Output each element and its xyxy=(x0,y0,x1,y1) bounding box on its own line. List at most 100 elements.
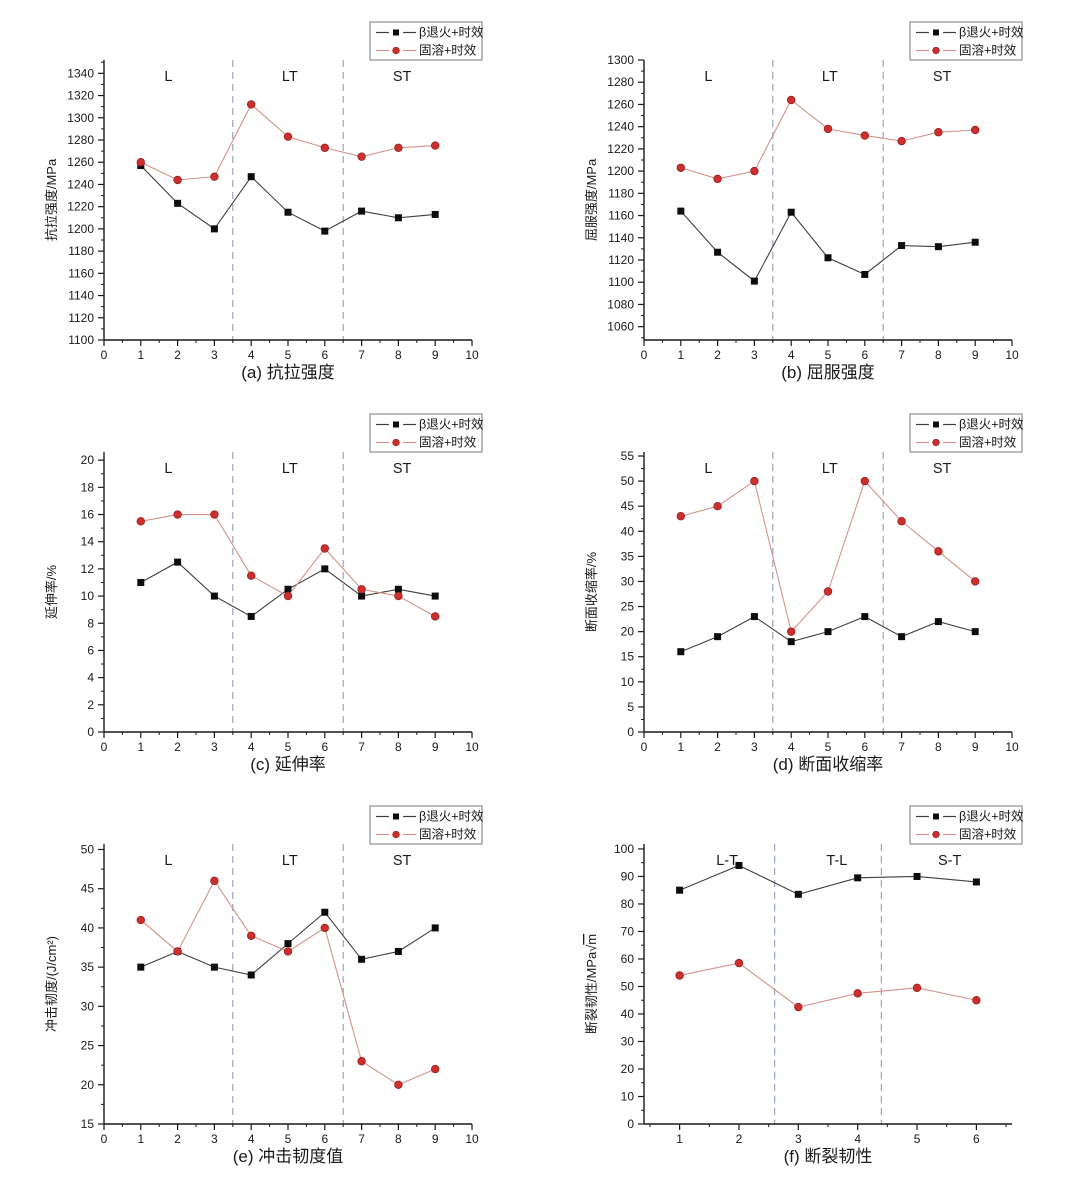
circle-marker xyxy=(786,95,796,105)
x-tick-label: 1 xyxy=(677,740,684,754)
y-tick-label: 2 xyxy=(87,698,94,712)
x-tick-label: 0 xyxy=(101,740,108,754)
y-axis-title: 抗拉强度/MPa xyxy=(44,158,59,241)
series-line xyxy=(680,99,976,180)
square-marker xyxy=(972,878,980,886)
y-tick-label: 1340 xyxy=(67,66,94,80)
circle-marker xyxy=(431,612,440,621)
y-tick-label: 1100 xyxy=(68,333,94,347)
region-label: S-T xyxy=(938,853,962,869)
y-tick-label: 14 xyxy=(81,535,95,549)
y-axis-title: 屈服强度/MPa xyxy=(584,158,599,241)
legend-box xyxy=(909,805,1023,845)
x-tick-label: 9 xyxy=(972,348,979,362)
y-tick-label: 40 xyxy=(621,524,635,538)
x-tick-label: 7 xyxy=(898,740,905,754)
square-marker xyxy=(247,173,255,181)
y-tick-label: 1160 xyxy=(608,209,634,223)
square-marker xyxy=(174,199,182,207)
chart-caption: (d) 断面收缩率 xyxy=(773,755,884,774)
x-tick-label: 9 xyxy=(432,1132,439,1146)
region-label: L xyxy=(704,69,712,85)
legend-box xyxy=(909,413,1023,453)
x-tick-label: 0 xyxy=(641,740,648,754)
circle-marker xyxy=(210,172,219,181)
legend-label: 固溶+时效 xyxy=(419,43,477,58)
square-marker xyxy=(824,254,832,262)
square-marker xyxy=(824,628,832,636)
circle-marker xyxy=(283,132,293,141)
series-line xyxy=(680,210,976,282)
region-label: L xyxy=(164,69,172,85)
y-tick-label: 1140 xyxy=(68,289,94,303)
circle-marker xyxy=(823,124,833,134)
square-marker xyxy=(321,908,329,916)
circle-marker xyxy=(394,143,403,152)
circle-marker xyxy=(823,587,833,596)
circle-marker xyxy=(394,591,403,601)
series-beta-anneal-aging xyxy=(137,558,439,620)
y-tick-label: 1180 xyxy=(608,186,634,200)
circle-marker xyxy=(794,1002,803,1012)
x-tick-label: 5 xyxy=(914,1132,921,1146)
y-tick-label: 1260 xyxy=(67,155,94,169)
legend-box xyxy=(369,413,483,453)
legend-box xyxy=(909,21,1023,61)
circle-marker xyxy=(853,989,862,998)
region-label: LT xyxy=(822,69,838,85)
circle-marker xyxy=(431,1064,440,1074)
x-tick-label: 9 xyxy=(972,740,979,754)
y-tick-label: 1220 xyxy=(67,200,94,214)
x-tick-label: 8 xyxy=(935,348,942,362)
region-label: ST xyxy=(393,853,412,869)
square-marker xyxy=(431,210,439,218)
legend-label: β退火+时效 xyxy=(959,25,1024,40)
x-tick-label: 2 xyxy=(736,1132,743,1146)
y-tick-label: 20 xyxy=(621,625,635,639)
series-line xyxy=(140,165,436,232)
x-tick-label: 9 xyxy=(432,348,439,362)
y-tick-label: 0 xyxy=(627,1117,634,1131)
square-marker xyxy=(898,633,906,641)
circle-marker xyxy=(786,627,796,636)
square-marker xyxy=(787,208,795,216)
series-solution-aging xyxy=(675,958,981,1012)
x-tick-label: 3 xyxy=(211,1132,218,1146)
y-tick-label: 0 xyxy=(87,725,94,739)
x-tick-label: 6 xyxy=(321,348,328,362)
square-marker xyxy=(394,214,402,222)
x-tick-label: 5 xyxy=(285,348,292,362)
y-tick-label: 15 xyxy=(621,650,635,664)
circle-marker xyxy=(431,141,440,150)
y-tick-label: 1300 xyxy=(67,111,94,125)
circle-marker xyxy=(136,517,145,526)
chart-c-figure: L LT ST 0 2 4 6 8 10 12 14 16 18 20 0 1 2 3 4 5 6 7 8 9 10 β退火+时效… xyxy=(0,392,540,784)
y-tick-label: 45 xyxy=(81,882,95,896)
legend-label: 固溶+时效 xyxy=(959,43,1017,58)
square-marker xyxy=(358,955,366,963)
circle-marker xyxy=(283,591,293,601)
x-tick-label: 0 xyxy=(101,348,108,362)
region-label: ST xyxy=(393,69,412,85)
y-tick-label: 1240 xyxy=(67,177,94,191)
circle-marker xyxy=(283,947,293,956)
square-marker xyxy=(394,947,402,955)
x-tick-label: 6 xyxy=(321,1132,328,1146)
legend-label: β退火+时效 xyxy=(419,417,484,432)
y-tick-label: 0 xyxy=(627,725,634,739)
y-tick-label: 80 xyxy=(621,897,635,911)
chart-d-figure: L LT ST 0 5 10 15 20 25 30 35 40 45 50 55 0 1 2 3 4 5 6 7 8 9 10 β… xyxy=(540,392,1080,784)
series-line xyxy=(679,864,977,895)
y-tick-label: 1320 xyxy=(67,89,94,103)
y-tick-label: 1080 xyxy=(607,297,634,311)
region-label: ST xyxy=(933,461,952,477)
region-label: ST xyxy=(933,69,952,85)
y-tick-label: 1100 xyxy=(608,275,634,289)
square-marker xyxy=(787,638,795,646)
y-axis-title: 延伸率/% xyxy=(44,564,59,619)
legend-circle-marker xyxy=(392,830,400,839)
legend-label: 固溶+时效 xyxy=(419,435,477,450)
chart-caption: (b) 屈服强度 xyxy=(781,363,875,382)
